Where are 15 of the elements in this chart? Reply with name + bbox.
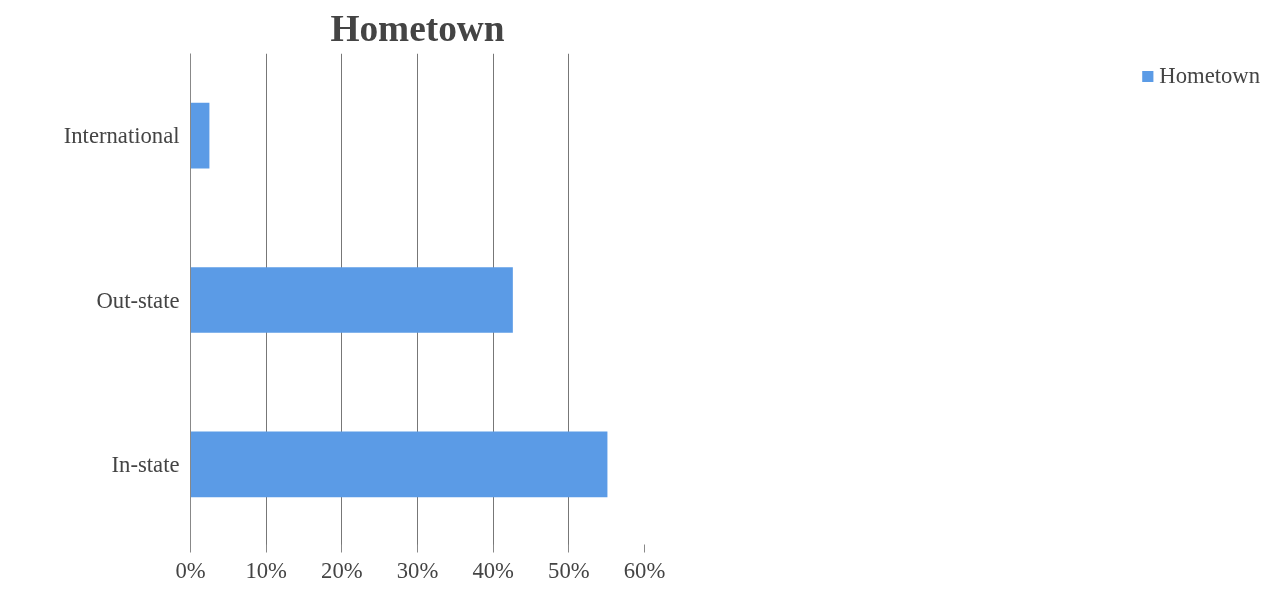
bar (190, 267, 513, 333)
bar (190, 431, 608, 498)
x-tick-label: 20% (321, 557, 363, 583)
y-tick-label: Out-state (96, 287, 180, 313)
chart-title: Hometown (330, 7, 505, 49)
legend-label: Hometown (1159, 63, 1260, 89)
y-tick-label: In-state (111, 451, 180, 477)
x-tick-label: 60% (623, 557, 666, 583)
x-tick-label: 10% (245, 557, 288, 583)
x-tick-label: 0% (175, 557, 206, 583)
x-tick-label: 50% (548, 557, 590, 583)
bar (190, 102, 210, 169)
x-tick-label: 30% (396, 557, 439, 583)
x-tick-label: 40% (472, 557, 515, 583)
y-tick-label: International (63, 123, 180, 149)
